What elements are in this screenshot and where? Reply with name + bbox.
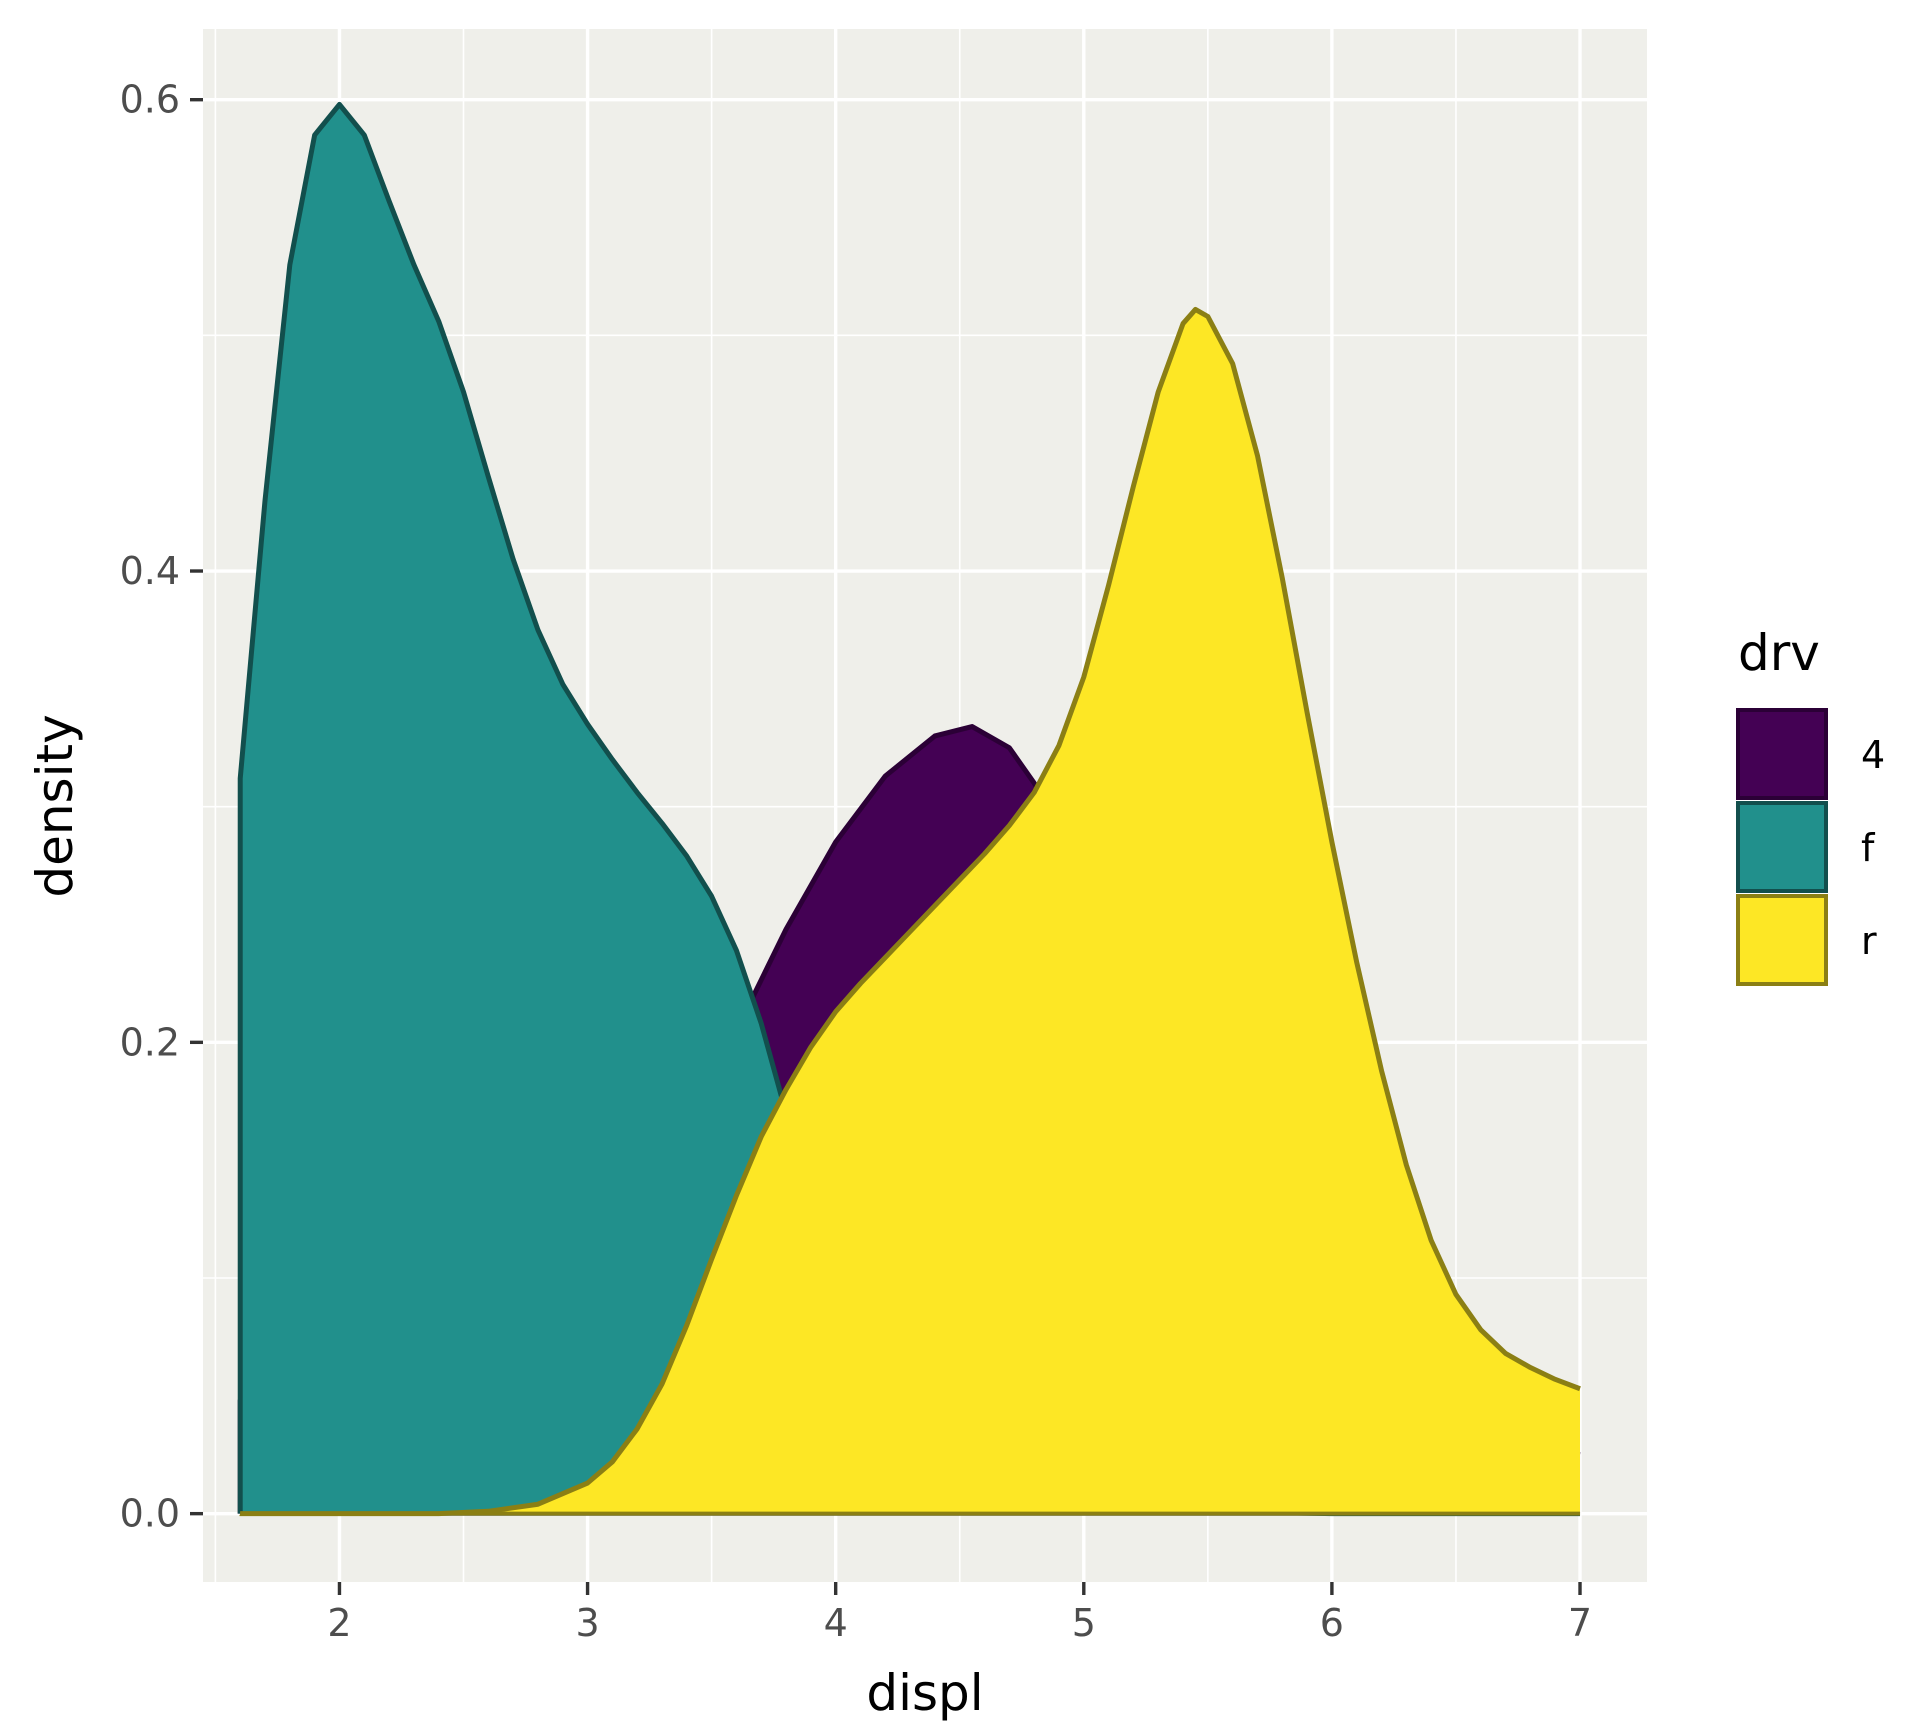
x-tick-label: 2 <box>327 1601 351 1645</box>
density-line-r <box>237 306 1581 1517</box>
legend-key-4 <box>1736 708 1828 800</box>
legend-key-f <box>1736 801 1828 893</box>
legend: drv 4 f r <box>1736 624 1885 986</box>
x-tick-label: 4 <box>824 1601 848 1645</box>
legend-label-4: 4 <box>1861 733 1885 777</box>
legend-key-r <box>1736 894 1828 986</box>
density-areas <box>237 101 1581 1517</box>
x-tick-label: 3 <box>575 1601 599 1645</box>
legend-title: drv <box>1738 624 1820 682</box>
legend-label-f: f <box>1861 826 1876 870</box>
y-tick-label: 0.0 <box>120 1492 180 1536</box>
x-tick-label: 7 <box>1568 1601 1592 1645</box>
y-tick-label: 0.6 <box>120 78 180 122</box>
y-tick-label: 0.2 <box>120 1020 180 1064</box>
x-axis: 2 3 4 5 6 7 <box>327 1582 1592 1645</box>
y-axis-title: density <box>26 714 84 897</box>
x-axis-title: displ <box>866 1664 983 1722</box>
legend-label-r: r <box>1861 919 1877 963</box>
y-tick-label: 0.4 <box>120 549 180 593</box>
density-area-r <box>240 309 1581 1514</box>
x-tick-label: 6 <box>1320 1601 1344 1645</box>
x-tick-label: 5 <box>1072 1601 1096 1645</box>
density-area-f <box>240 104 1581 1514</box>
y-axis: 0.0 0.2 0.4 0.6 <box>120 78 203 1536</box>
